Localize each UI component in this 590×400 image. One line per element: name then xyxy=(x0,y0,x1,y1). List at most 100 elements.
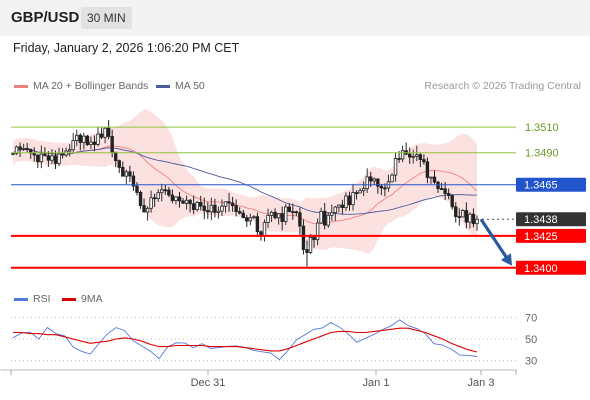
forecast-arrow-head xyxy=(500,253,512,266)
candle-body xyxy=(177,196,182,202)
candle-body xyxy=(156,192,160,199)
forecast-arrow-shaft xyxy=(479,218,510,261)
candle-body xyxy=(103,127,107,138)
candle-body xyxy=(425,161,430,178)
candle-body xyxy=(209,204,214,213)
candle-body xyxy=(252,216,256,219)
candle-body xyxy=(75,134,79,141)
candle-body xyxy=(124,171,129,177)
rsi-legend-swatch xyxy=(14,298,28,301)
candle-body xyxy=(67,149,72,152)
candle-body xyxy=(436,181,440,189)
candle-body xyxy=(99,133,104,138)
candle-body xyxy=(199,201,203,207)
candle-body xyxy=(393,158,398,176)
candle-body xyxy=(468,213,472,223)
candle-body xyxy=(361,188,366,192)
pivot-label-box xyxy=(516,177,586,192)
pivot-label: 1.3465 xyxy=(524,180,558,192)
candle-body xyxy=(92,141,97,145)
candle-body xyxy=(117,160,121,168)
resistance-label: 1.3490 xyxy=(525,148,559,160)
candle-body xyxy=(114,151,118,162)
candle-body xyxy=(333,206,338,213)
candle-body xyxy=(213,204,217,213)
candle-body xyxy=(454,206,458,217)
ma50-legend-label: MA 50 xyxy=(175,80,205,92)
candle-body xyxy=(400,150,405,160)
candle-body xyxy=(191,203,196,210)
candle-body xyxy=(294,211,299,214)
candle-body xyxy=(450,195,454,208)
candle-body xyxy=(383,187,387,190)
candle-body xyxy=(461,210,465,218)
candle-body xyxy=(21,148,26,150)
rsi-ma-legend-label: 9MA xyxy=(81,293,103,305)
candle-body xyxy=(439,188,444,190)
candle-body xyxy=(223,201,228,207)
candle-body xyxy=(354,192,359,194)
candle-body xyxy=(432,176,437,183)
candle-body xyxy=(269,211,274,216)
x-tick-label: Dec 31 xyxy=(191,377,226,389)
candle-body xyxy=(245,217,249,222)
candle-body xyxy=(266,215,270,223)
candle-body xyxy=(39,153,44,163)
candle-body xyxy=(11,153,15,155)
support-label-box xyxy=(516,228,586,243)
candle-body xyxy=(315,222,320,241)
candle-body xyxy=(443,188,447,194)
candle-body xyxy=(422,159,426,163)
candle-body xyxy=(128,171,132,177)
candle-body xyxy=(152,197,157,200)
candle-body xyxy=(220,205,224,212)
candle-body xyxy=(36,154,40,163)
candle-body xyxy=(347,195,352,206)
bollinger-band-area xyxy=(13,109,477,254)
candle-body xyxy=(163,189,168,192)
candle-body xyxy=(227,201,231,204)
candle-body xyxy=(322,210,327,226)
candle-body xyxy=(262,222,267,237)
candle-body xyxy=(121,167,125,177)
candle-body xyxy=(305,249,309,253)
candle-body xyxy=(326,214,330,226)
candle-body xyxy=(135,185,139,193)
candle-body xyxy=(330,212,334,216)
candle-body xyxy=(60,153,65,156)
candle-body xyxy=(446,193,451,196)
rsi-line xyxy=(12,319,478,361)
ma20-legend-label: MA 20 + Bollinger Bands xyxy=(33,80,149,92)
candle-body xyxy=(408,153,412,158)
candle-body xyxy=(71,140,75,151)
candle-body xyxy=(344,195,348,208)
support-label-box xyxy=(516,260,586,275)
candle-body xyxy=(298,212,302,227)
candle-body xyxy=(50,155,54,161)
rsi-tick-label: 70 xyxy=(525,312,537,324)
x-axis-line xyxy=(0,369,517,371)
candle-body xyxy=(276,213,281,219)
candle-body xyxy=(110,136,114,153)
candles-group xyxy=(11,120,479,267)
candle-body xyxy=(170,194,175,201)
ma50-legend-swatch xyxy=(156,85,170,88)
candle-body xyxy=(464,210,469,223)
candle-body xyxy=(390,174,394,183)
candle-body xyxy=(138,192,143,206)
candle-body xyxy=(25,148,29,150)
timeframe-button[interactable]: 30 MIN xyxy=(81,7,132,29)
candle-body xyxy=(18,146,22,150)
candle-body xyxy=(337,204,341,208)
candle-body xyxy=(429,176,433,179)
timestamp: Friday, January 2, 2026 1:06:20 PM CET xyxy=(13,41,240,55)
rsi-tick-label: 50 xyxy=(525,334,537,346)
candle-body xyxy=(202,205,206,211)
candle-body xyxy=(216,210,221,213)
candle-body xyxy=(255,216,260,233)
support-label: 1.3400 xyxy=(524,263,558,275)
candle-body xyxy=(53,155,58,164)
current-price-label: 1.3438 xyxy=(524,214,558,226)
